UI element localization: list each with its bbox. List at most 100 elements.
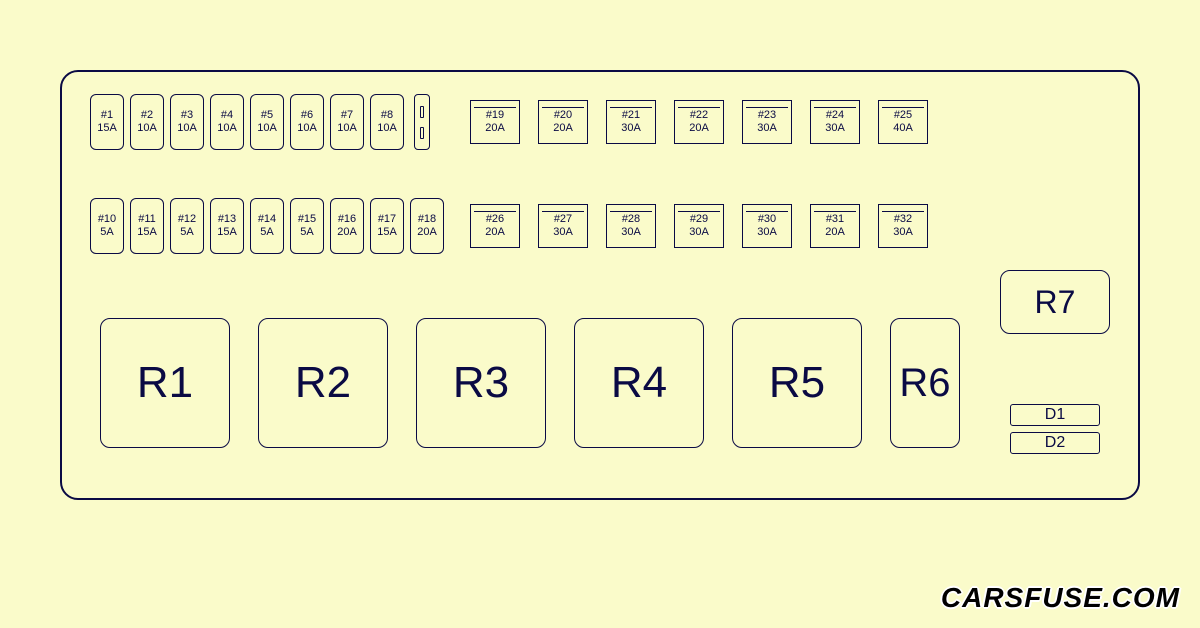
- diode-label: D1: [1045, 406, 1065, 424]
- fuse-label: #14: [258, 213, 276, 226]
- fuse-10: #10 5A: [90, 198, 124, 254]
- fuse-amp: 20A: [485, 122, 505, 135]
- fuse-label: #5: [261, 109, 273, 122]
- fuse-14: #14 5A: [250, 198, 284, 254]
- fuse-label: #20: [554, 109, 572, 122]
- fuse-18: #18 20A: [410, 198, 444, 254]
- fuse-8: #8 10A: [370, 94, 404, 150]
- fuse-28: #28 30A: [606, 204, 656, 248]
- fuse-label: #4: [221, 109, 233, 122]
- fuse-puller: [414, 94, 430, 150]
- fuse-21: #21 30A: [606, 100, 656, 144]
- fuse-23: #23 30A: [742, 100, 792, 144]
- fuse-amp: 5A: [180, 226, 193, 239]
- fuse-label: #7: [341, 109, 353, 122]
- puller-tab: [420, 106, 424, 118]
- fuse-29: #29 30A: [674, 204, 724, 248]
- fuse-label: #23: [758, 109, 776, 122]
- fuse-13: #13 15A: [210, 198, 244, 254]
- fuse-label: #19: [486, 109, 504, 122]
- fuse-amp: 20A: [825, 226, 845, 239]
- relay-r4: R4: [574, 318, 704, 448]
- fuse-amp: 10A: [337, 122, 357, 135]
- fuse-amp: 15A: [377, 226, 397, 239]
- diagram-canvas: #1 15A #2 10A #3 10A #4 10A #5 10A #6 10…: [0, 0, 1200, 628]
- fuse-12: #12 5A: [170, 198, 204, 254]
- diode-d1: D1: [1010, 404, 1100, 426]
- fuse-label: #16: [338, 213, 356, 226]
- puller-tab: [420, 127, 424, 139]
- fuse-24: #24 30A: [810, 100, 860, 144]
- fuse-7: #7 10A: [330, 94, 364, 150]
- fuse-31: #31 20A: [810, 204, 860, 248]
- fuse-32: #32 30A: [878, 204, 928, 248]
- relay-label: R6: [899, 361, 950, 406]
- fuse-label: #31: [826, 213, 844, 226]
- fuse-amp: 10A: [177, 122, 197, 135]
- relay-label: R1: [137, 358, 193, 408]
- fuse-label: #32: [894, 213, 912, 226]
- fuse-label: #22: [690, 109, 708, 122]
- fuse-27: #27 30A: [538, 204, 588, 248]
- fuse-26: #26 20A: [470, 204, 520, 248]
- fuse-amp: 30A: [621, 122, 641, 135]
- fuse-amp: 10A: [137, 122, 157, 135]
- fuse-label: #25: [894, 109, 912, 122]
- fuse-16: #16 20A: [330, 198, 364, 254]
- fuse-amp: 15A: [137, 226, 157, 239]
- relay-r1: R1: [100, 318, 230, 448]
- fuse-label: #17: [378, 213, 396, 226]
- fuse-11: #11 15A: [130, 198, 164, 254]
- relay-r5: R5: [732, 318, 862, 448]
- fuse-amp: 20A: [553, 122, 573, 135]
- fuse-25: #25 40A: [878, 100, 928, 144]
- fuse-amp: 15A: [217, 226, 237, 239]
- fuse-label: #21: [622, 109, 640, 122]
- fuse-30: #30 30A: [742, 204, 792, 248]
- fuse-22: #22 20A: [674, 100, 724, 144]
- fuse-6: #6 10A: [290, 94, 324, 150]
- fuse-amp: 20A: [689, 122, 709, 135]
- fuse-15: #15 5A: [290, 198, 324, 254]
- fuse-5: #5 10A: [250, 94, 284, 150]
- fuse-label: #28: [622, 213, 640, 226]
- watermark-text: CARSFUSE.COM: [941, 582, 1180, 614]
- fuse-amp: 5A: [100, 226, 113, 239]
- fuse-17: #17 15A: [370, 198, 404, 254]
- fuse-amp: 30A: [689, 226, 709, 239]
- diode-d2: D2: [1010, 432, 1100, 454]
- fuse-amp: 30A: [893, 226, 913, 239]
- fuse-label: #3: [181, 109, 193, 122]
- fuse-label: #29: [690, 213, 708, 226]
- fuse-label: #24: [826, 109, 844, 122]
- fuse-label: #18: [418, 213, 436, 226]
- fuse-amp: 10A: [377, 122, 397, 135]
- diode-label: D2: [1045, 434, 1065, 452]
- fuse-label: #1: [101, 109, 113, 122]
- fuse-amp: 40A: [893, 122, 913, 135]
- fuse-amp: 10A: [217, 122, 237, 135]
- fuse-label: #11: [138, 213, 156, 226]
- fuse-amp: 20A: [485, 226, 505, 239]
- fuse-amp: 20A: [417, 226, 437, 239]
- relay-label: R5: [769, 358, 825, 408]
- fuse-20: #20 20A: [538, 100, 588, 144]
- fuse-amp: 30A: [757, 226, 777, 239]
- fuse-amp: 30A: [553, 226, 573, 239]
- fuse-1: #1 15A: [90, 94, 124, 150]
- relay-label: R3: [453, 358, 509, 408]
- fuse-label: #6: [301, 109, 313, 122]
- fuse-4: #4 10A: [210, 94, 244, 150]
- fuse-label: #12: [178, 213, 196, 226]
- fuse-amp: 10A: [297, 122, 317, 135]
- fuse-amp: 30A: [825, 122, 845, 135]
- fuse-label: #13: [218, 213, 236, 226]
- fuse-label: #10: [98, 213, 116, 226]
- relay-label: R7: [1035, 284, 1076, 321]
- fuse-amp: 30A: [621, 226, 641, 239]
- fuse-2: #2 10A: [130, 94, 164, 150]
- relay-label: R4: [611, 358, 667, 408]
- fuse-label: #27: [554, 213, 572, 226]
- fuse-label: #15: [298, 213, 316, 226]
- relay-r3: R3: [416, 318, 546, 448]
